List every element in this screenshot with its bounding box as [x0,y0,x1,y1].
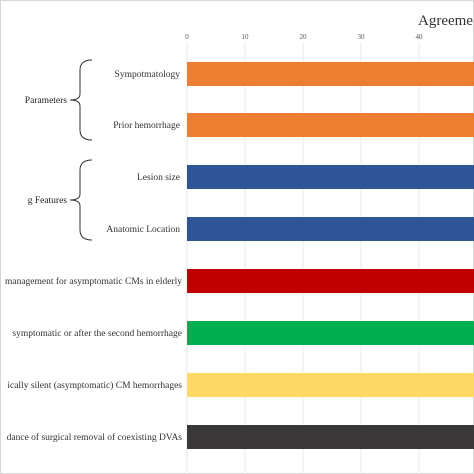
bar [187,62,474,86]
bar [187,425,474,449]
bar [187,217,474,241]
gridlines [186,42,420,474]
bar [187,165,474,189]
bar [187,269,474,293]
category-label: ically silent (asymptomatic) CM hemorrha… [7,380,182,391]
chart-title: Agreeme [418,13,473,29]
category-label: Anatomic Location [106,225,180,235]
category-label: management for asymptomatic CMs in elder… [5,276,182,287]
group-bracket [69,59,93,141]
bar [187,321,474,345]
bars [187,62,474,449]
x-tick-label: 0 [185,33,189,41]
x-tick-label: 10 [242,33,250,41]
x-tick-label: 30 [358,33,366,41]
category-label: Prior hemorrhage [113,121,180,131]
category-label: dance of surgical removal of coexisting … [7,432,183,443]
group-brackets: Parameters g Features [25,59,93,241]
group-label: Parameters [25,96,68,106]
bar [187,113,474,137]
group-bracket [69,159,93,241]
category-labels: Sympotmatology Prior hemorrhage Lesion siz… [5,70,182,443]
category-label: Lesion size [137,173,180,183]
category-label: symptomatic or after the second hemorrha… [12,328,182,339]
x-tick-label: 20 [300,33,308,41]
x-tick-label: 40 [416,33,424,41]
x-axis-ticks: 0 10 20 30 40 [185,33,423,41]
bar [187,373,474,397]
group-label: g Features [28,196,68,206]
category-label: Sympotmatology [115,70,181,80]
